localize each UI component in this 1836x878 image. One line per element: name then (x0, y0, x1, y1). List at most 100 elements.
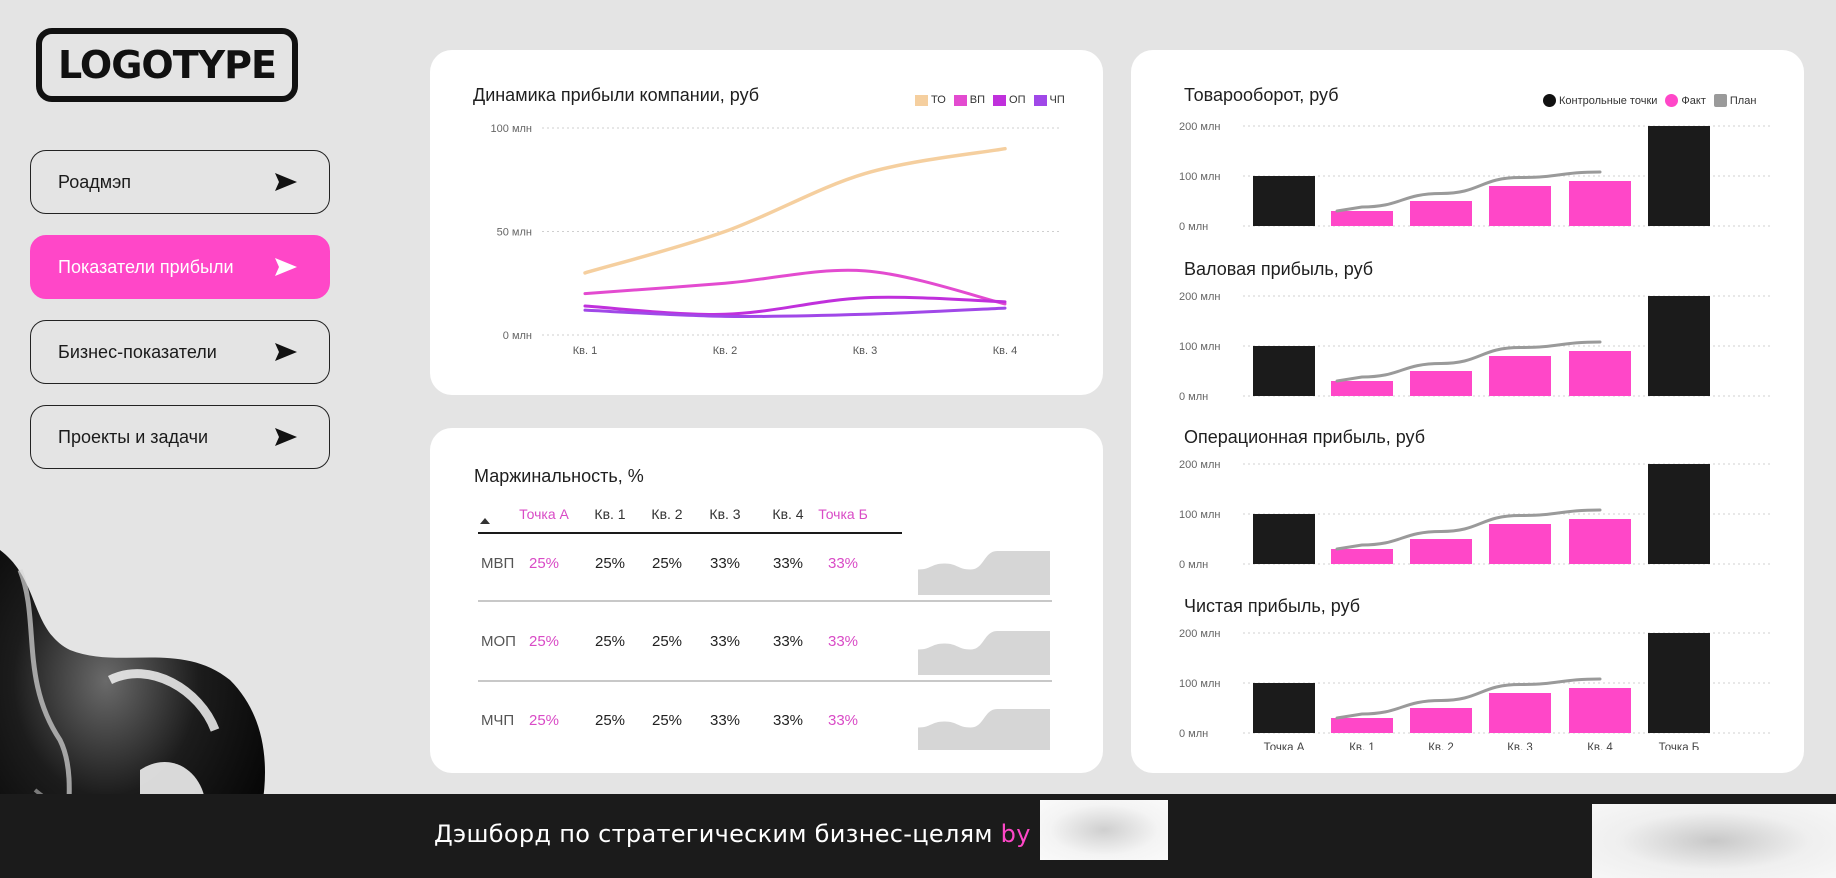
fact-bar (1410, 371, 1472, 396)
x-tick-label: Кв. 1 (1349, 742, 1375, 750)
nav-business-indicators-button[interactable]: Бизнес-показатели (30, 320, 330, 384)
sparkline-area (918, 550, 1050, 595)
legend-swatch (953, 94, 967, 106)
table-cell: 25% (594, 555, 626, 572)
table-column-header[interactable]: Точка Б (818, 506, 868, 522)
y-tick-label: 200 млн (1179, 121, 1220, 133)
legend-swatch (1033, 94, 1047, 106)
x-tick-label: Точка А (1264, 742, 1305, 750)
legend-swatch (1713, 94, 1727, 107)
y-tick-label: 100 млн (1179, 509, 1220, 521)
plan-line (1335, 508, 1602, 551)
legend-label: План (1729, 94, 1757, 107)
table-column-header[interactable]: Кв. 2 (651, 506, 683, 522)
footer-bar: Дэшборд по стратегическим бизнес-целям b… (0, 794, 1836, 878)
margin-table-header (478, 504, 902, 534)
fact-bar (1569, 688, 1631, 733)
legend-swatch (1665, 94, 1679, 107)
fact-bar (1410, 708, 1472, 733)
margin-sparklines (918, 550, 1050, 750)
table-cell: 33% (772, 555, 804, 572)
fact-bar (1331, 211, 1393, 226)
fact-bar (1569, 351, 1631, 396)
legend-swatch (993, 94, 1007, 106)
sort-ascending-icon[interactable] (480, 518, 490, 524)
y-tick-label: 0 млн (503, 330, 532, 342)
profit-chart-legend: ТО ВП ОП ЧП (915, 94, 1065, 106)
plan-line (1335, 170, 1602, 213)
profit-chart-title: Динамика прибыли компании, руб (473, 85, 760, 105)
footer-by: by (1000, 820, 1031, 848)
table-cell: 25% (651, 555, 683, 572)
legend-label: Контрольные точки (1559, 94, 1658, 107)
checkpoint-bar (1648, 633, 1710, 733)
send-arrow-icon (275, 173, 297, 191)
checkpoint-bar (1253, 176, 1315, 226)
y-tick-label: 100 млн (1179, 678, 1220, 690)
y-tick-label: 0 млн (1179, 391, 1208, 403)
checkpoint-bar (1648, 296, 1710, 396)
table-cell: 25% (594, 633, 626, 650)
series-line-to (583, 146, 1007, 275)
profit-dynamics-card (430, 50, 1103, 395)
series-line-chp (583, 306, 1007, 319)
table-column-header[interactable]: Кв. 4 (772, 506, 804, 522)
table-cell: 33% (709, 712, 741, 729)
table-cell: 33% (709, 633, 741, 650)
plan-line (1335, 340, 1602, 383)
checkpoint-bar (1253, 346, 1315, 396)
legend-swatch (915, 94, 928, 106)
send-arrow-icon (275, 258, 297, 276)
table-cell: 33% (827, 712, 859, 729)
fact-bar (1569, 181, 1631, 226)
fact-bar (1489, 186, 1551, 226)
blurred-brand-logo (1592, 804, 1836, 878)
y-tick-label: 100 млн (1179, 341, 1220, 353)
nav-projects-tasks-button[interactable]: Проекты и задачи (30, 405, 330, 469)
table-cell: 33% (709, 555, 741, 572)
table-column-header[interactable]: Кв. 3 (709, 506, 741, 522)
profit-line-chart: 100 млн 50 млн 0 млн Кв. 1 Кв. 2 Кв. 3 Кв. 4 (491, 123, 1060, 357)
fact-bar (1489, 693, 1551, 733)
nav-profit-indicators-button[interactable]: Показатели прибыли (30, 235, 330, 299)
row-divider (478, 600, 1052, 602)
x-tick-label: Кв. 2 (713, 345, 737, 357)
table-row-label: МЧП (481, 712, 515, 729)
table-cell: 25% (528, 555, 560, 572)
fact-bar (1569, 519, 1631, 564)
legend-item-checkpoints: Контрольные точки (1543, 94, 1657, 107)
legend-label: ВП (969, 94, 986, 106)
y-tick-label: 100 млн (491, 123, 532, 135)
legend-label: ОП (1009, 94, 1026, 106)
row-divider (478, 680, 1052, 682)
nav-label: Показатели прибыли (58, 256, 234, 277)
checkpoint-bar (1648, 126, 1710, 226)
y-tick-label: 200 млн (1179, 459, 1220, 471)
blurred-author-logo (1040, 800, 1168, 860)
legend-label: ТО (931, 94, 946, 106)
y-tick-label: 0 млн (1179, 221, 1208, 233)
margin-title: Маржинальность, % (474, 466, 644, 486)
x-tick-label: Кв. 4 (993, 345, 1017, 357)
plan-line (1335, 677, 1602, 720)
fact-bar (1489, 524, 1551, 564)
fact-bar (1331, 718, 1393, 733)
fact-bar (1410, 539, 1472, 564)
table-column-header[interactable]: Кв. 1 (594, 506, 626, 522)
y-tick-label: 0 млн (1179, 559, 1208, 571)
x-tick-label: Кв. 4 (1587, 742, 1613, 750)
legend-label: ЧП (1049, 94, 1065, 106)
table-cell: 25% (651, 712, 683, 729)
checkpoint-bar (1253, 683, 1315, 733)
legend-label: Факт (1681, 94, 1706, 107)
legend-item-vp: ВП (953, 94, 986, 106)
nav-roadmap-button[interactable]: Роадмэп (30, 150, 330, 214)
sparkline-area (918, 630, 1050, 675)
logo-text: LOGOTYPE (58, 43, 277, 87)
legend-item-op: ОП (993, 94, 1026, 106)
nav-label: Бизнес-показатели (58, 341, 217, 362)
legend-item-fact: Факт (1665, 94, 1706, 107)
table-column-header[interactable]: Точка А (519, 506, 569, 522)
table-cell: 25% (528, 633, 560, 650)
fact-bar (1410, 201, 1472, 226)
